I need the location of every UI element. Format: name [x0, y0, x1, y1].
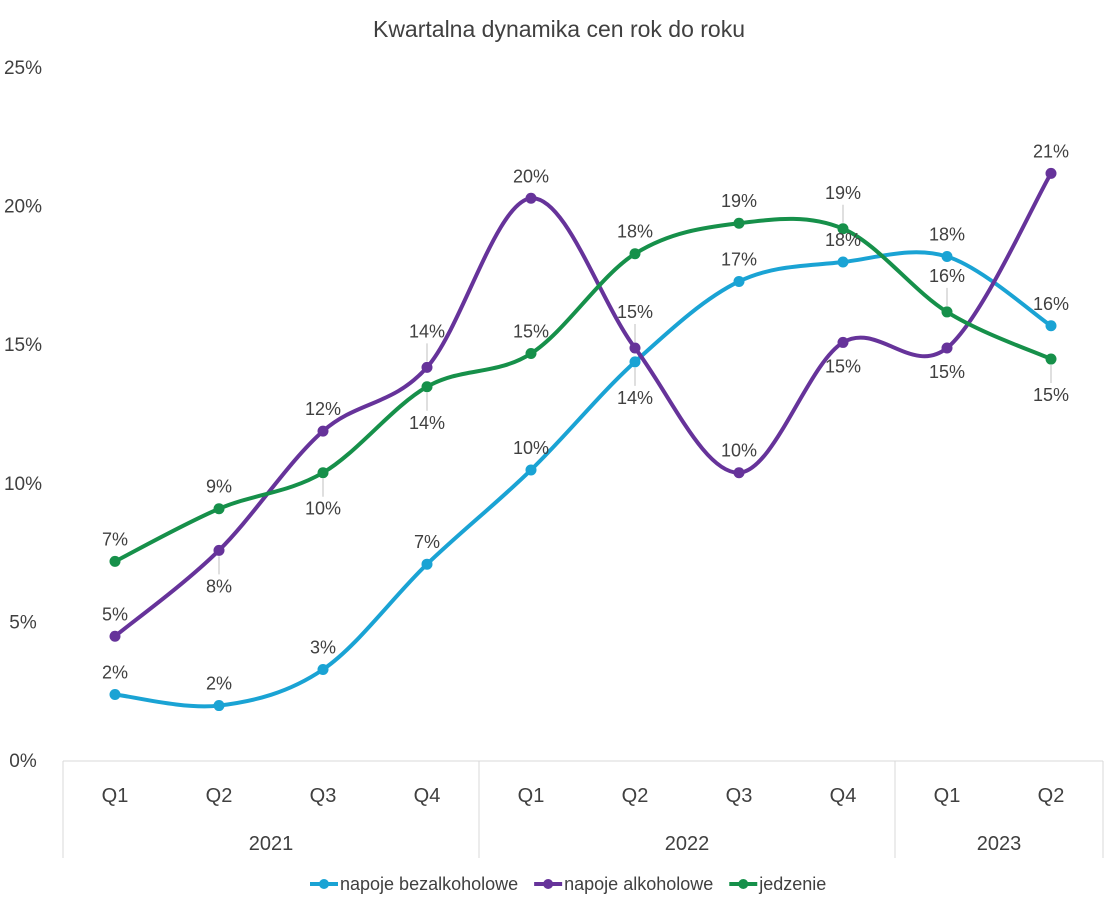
data-label-napoje-alkoholowe: 15%: [825, 356, 861, 376]
data-point-napoje-bezalkoholowe: [941, 250, 953, 262]
data-label-napoje-bezalkoholowe: 2%: [206, 674, 232, 694]
data-point-napoje-alkoholowe: [941, 342, 953, 354]
data-point-jedzenie: [629, 248, 641, 260]
y-tick-label: 25%: [4, 58, 42, 79]
legend-item-napoje-bezalkoholowe: napoje bezalkoholowe: [310, 874, 518, 894]
data-point-napoje-bezalkoholowe: [213, 700, 225, 712]
data-label-jedzenie: 16%: [929, 266, 965, 286]
data-label-napoje-alkoholowe: 12%: [305, 399, 341, 419]
legend-marker: [543, 879, 554, 889]
year-group-label: 2021: [249, 833, 294, 855]
data-label-napoje-alkoholowe: 15%: [617, 302, 653, 322]
data-point-jedzenie: [525, 348, 537, 360]
data-label-jedzenie: 9%: [206, 477, 232, 497]
chart-title: Kwartalna dynamika cen rok do roku: [373, 16, 745, 42]
data-label-napoje-bezalkoholowe: 2%: [102, 662, 128, 682]
y-tick-label: 15%: [4, 335, 42, 356]
data-label-jedzenie: 15%: [1033, 385, 1069, 405]
x-axis: Q1 Q2 Q3 Q4 Q1 Q2 Q3 Q4 Q1 Q2 2021 2022 2023: [62, 760, 1104, 858]
y-tick-label: 0%: [9, 751, 37, 772]
x-tick-label: Q2: [206, 785, 233, 807]
data-point-jedzenie: [317, 467, 329, 479]
data-label-napoje-bezalkoholowe: 17%: [721, 249, 757, 269]
data-label-napoje-alkoholowe: 20%: [513, 166, 549, 186]
data-point-napoje-bezalkoholowe: [317, 664, 329, 676]
data-point-napoje-alkoholowe: [629, 342, 641, 354]
data-point-napoje-alkoholowe: [109, 630, 121, 642]
series-line-jedzenie: [113, 216, 1053, 564]
x-tick-label: Q1: [934, 785, 961, 807]
data-label-napoje-bezalkoholowe: 16%: [1033, 294, 1069, 314]
data-point-napoje-bezalkoholowe: [837, 256, 849, 268]
legend-marker: [738, 879, 749, 889]
data-point-napoje-bezalkoholowe: [109, 688, 121, 700]
data-label-napoje-bezalkoholowe: 18%: [825, 230, 861, 250]
data-point-napoje-bezalkoholowe: [629, 356, 641, 368]
data-label-napoje-alkoholowe: 5%: [102, 604, 128, 624]
data-point-napoje-alkoholowe: [1045, 167, 1057, 179]
data-point-jedzenie: [837, 223, 849, 235]
data-label-napoje-bezalkoholowe: 18%: [929, 224, 965, 244]
data-label-napoje-alkoholowe: 14%: [409, 321, 445, 341]
data-label-jedzenie: 19%: [721, 191, 757, 211]
data-point-jedzenie: [1045, 353, 1057, 365]
x-tick-label: Q3: [726, 785, 753, 807]
series-line-napoje-alkoholowe: [113, 171, 1053, 639]
data-point-jedzenie: [109, 555, 121, 567]
data-label-jedzenie: 15%: [513, 322, 549, 342]
legend-item-napoje-alkoholowe: napoje alkoholowe: [534, 874, 713, 894]
data-label-jedzenie: 7%: [102, 529, 128, 549]
y-axis: 0% 5% 10% 15% 20% 25%: [4, 58, 42, 772]
data-point-napoje-alkoholowe: [421, 361, 433, 373]
x-tick-label: Q4: [414, 785, 441, 807]
data-label-napoje-bezalkoholowe: 10%: [513, 438, 549, 458]
data-point-napoje-bezalkoholowe: [525, 464, 537, 476]
data-point-jedzenie: [733, 217, 745, 229]
legend-item-jedzenie: jedzenie: [729, 874, 826, 894]
data-label-jedzenie: 19%: [825, 183, 861, 203]
legend-label: napoje bezalkoholowe: [340, 874, 518, 894]
legend-label: napoje alkoholowe: [564, 874, 713, 894]
data-point-napoje-alkoholowe: [733, 467, 745, 479]
data-labels: 2% 2% 3% 7% 10% 14% 17% 18% 18% 16% 5% 8% 12% 14% 20% 1…: [102, 141, 1069, 693]
data-point-napoje-alkoholowe: [525, 192, 537, 204]
data-point-napoje-bezalkoholowe: [1045, 320, 1057, 332]
data-point-napoje-bezalkoholowe: [421, 558, 433, 570]
data-label-napoje-alkoholowe: 8%: [206, 576, 232, 596]
data-point-napoje-alkoholowe: [213, 544, 225, 556]
data-label-jedzenie: 14%: [409, 413, 445, 433]
x-tick-label: Q3: [310, 785, 337, 807]
x-tick-label: Q2: [622, 785, 649, 807]
year-group-label: 2023: [977, 833, 1022, 855]
x-tick-label: Q1: [102, 785, 129, 807]
x-tick-label: Q1: [518, 785, 545, 807]
data-label-napoje-alkoholowe: 21%: [1033, 141, 1069, 161]
data-label-napoje-bezalkoholowe: 7%: [414, 532, 440, 552]
data-label-jedzenie: 18%: [617, 222, 653, 242]
data-point-napoje-alkoholowe: [837, 336, 849, 348]
data-point-napoje-alkoholowe: [317, 425, 329, 437]
series-line-napoje-bezalkoholowe: [113, 250, 1053, 709]
data-point-jedzenie: [213, 503, 225, 515]
data-label-jedzenie: 10%: [305, 499, 341, 519]
legend-marker: [319, 879, 329, 889]
data-point-jedzenie: [421, 381, 433, 393]
data-point-jedzenie: [941, 306, 953, 318]
x-tick-label: Q2: [1038, 785, 1065, 807]
y-tick-label: 20%: [4, 197, 42, 218]
series-layer: [109, 167, 1057, 712]
data-point-napoje-bezalkoholowe: [733, 275, 745, 287]
legend-label: jedzenie: [758, 874, 826, 894]
legend: napoje bezalkoholowe napoje alkoholowe jed…: [310, 874, 826, 894]
year-group-label: 2022: [665, 833, 710, 855]
data-label-napoje-bezalkoholowe: 14%: [617, 388, 653, 408]
y-tick-label: 10%: [4, 474, 42, 495]
x-tick-label: Q4: [830, 785, 857, 807]
data-label-napoje-alkoholowe: 10%: [721, 441, 757, 461]
data-label-napoje-bezalkoholowe: 3%: [310, 638, 336, 658]
y-tick-label: 5%: [9, 612, 37, 633]
data-label-napoje-alkoholowe: 15%: [929, 362, 965, 382]
